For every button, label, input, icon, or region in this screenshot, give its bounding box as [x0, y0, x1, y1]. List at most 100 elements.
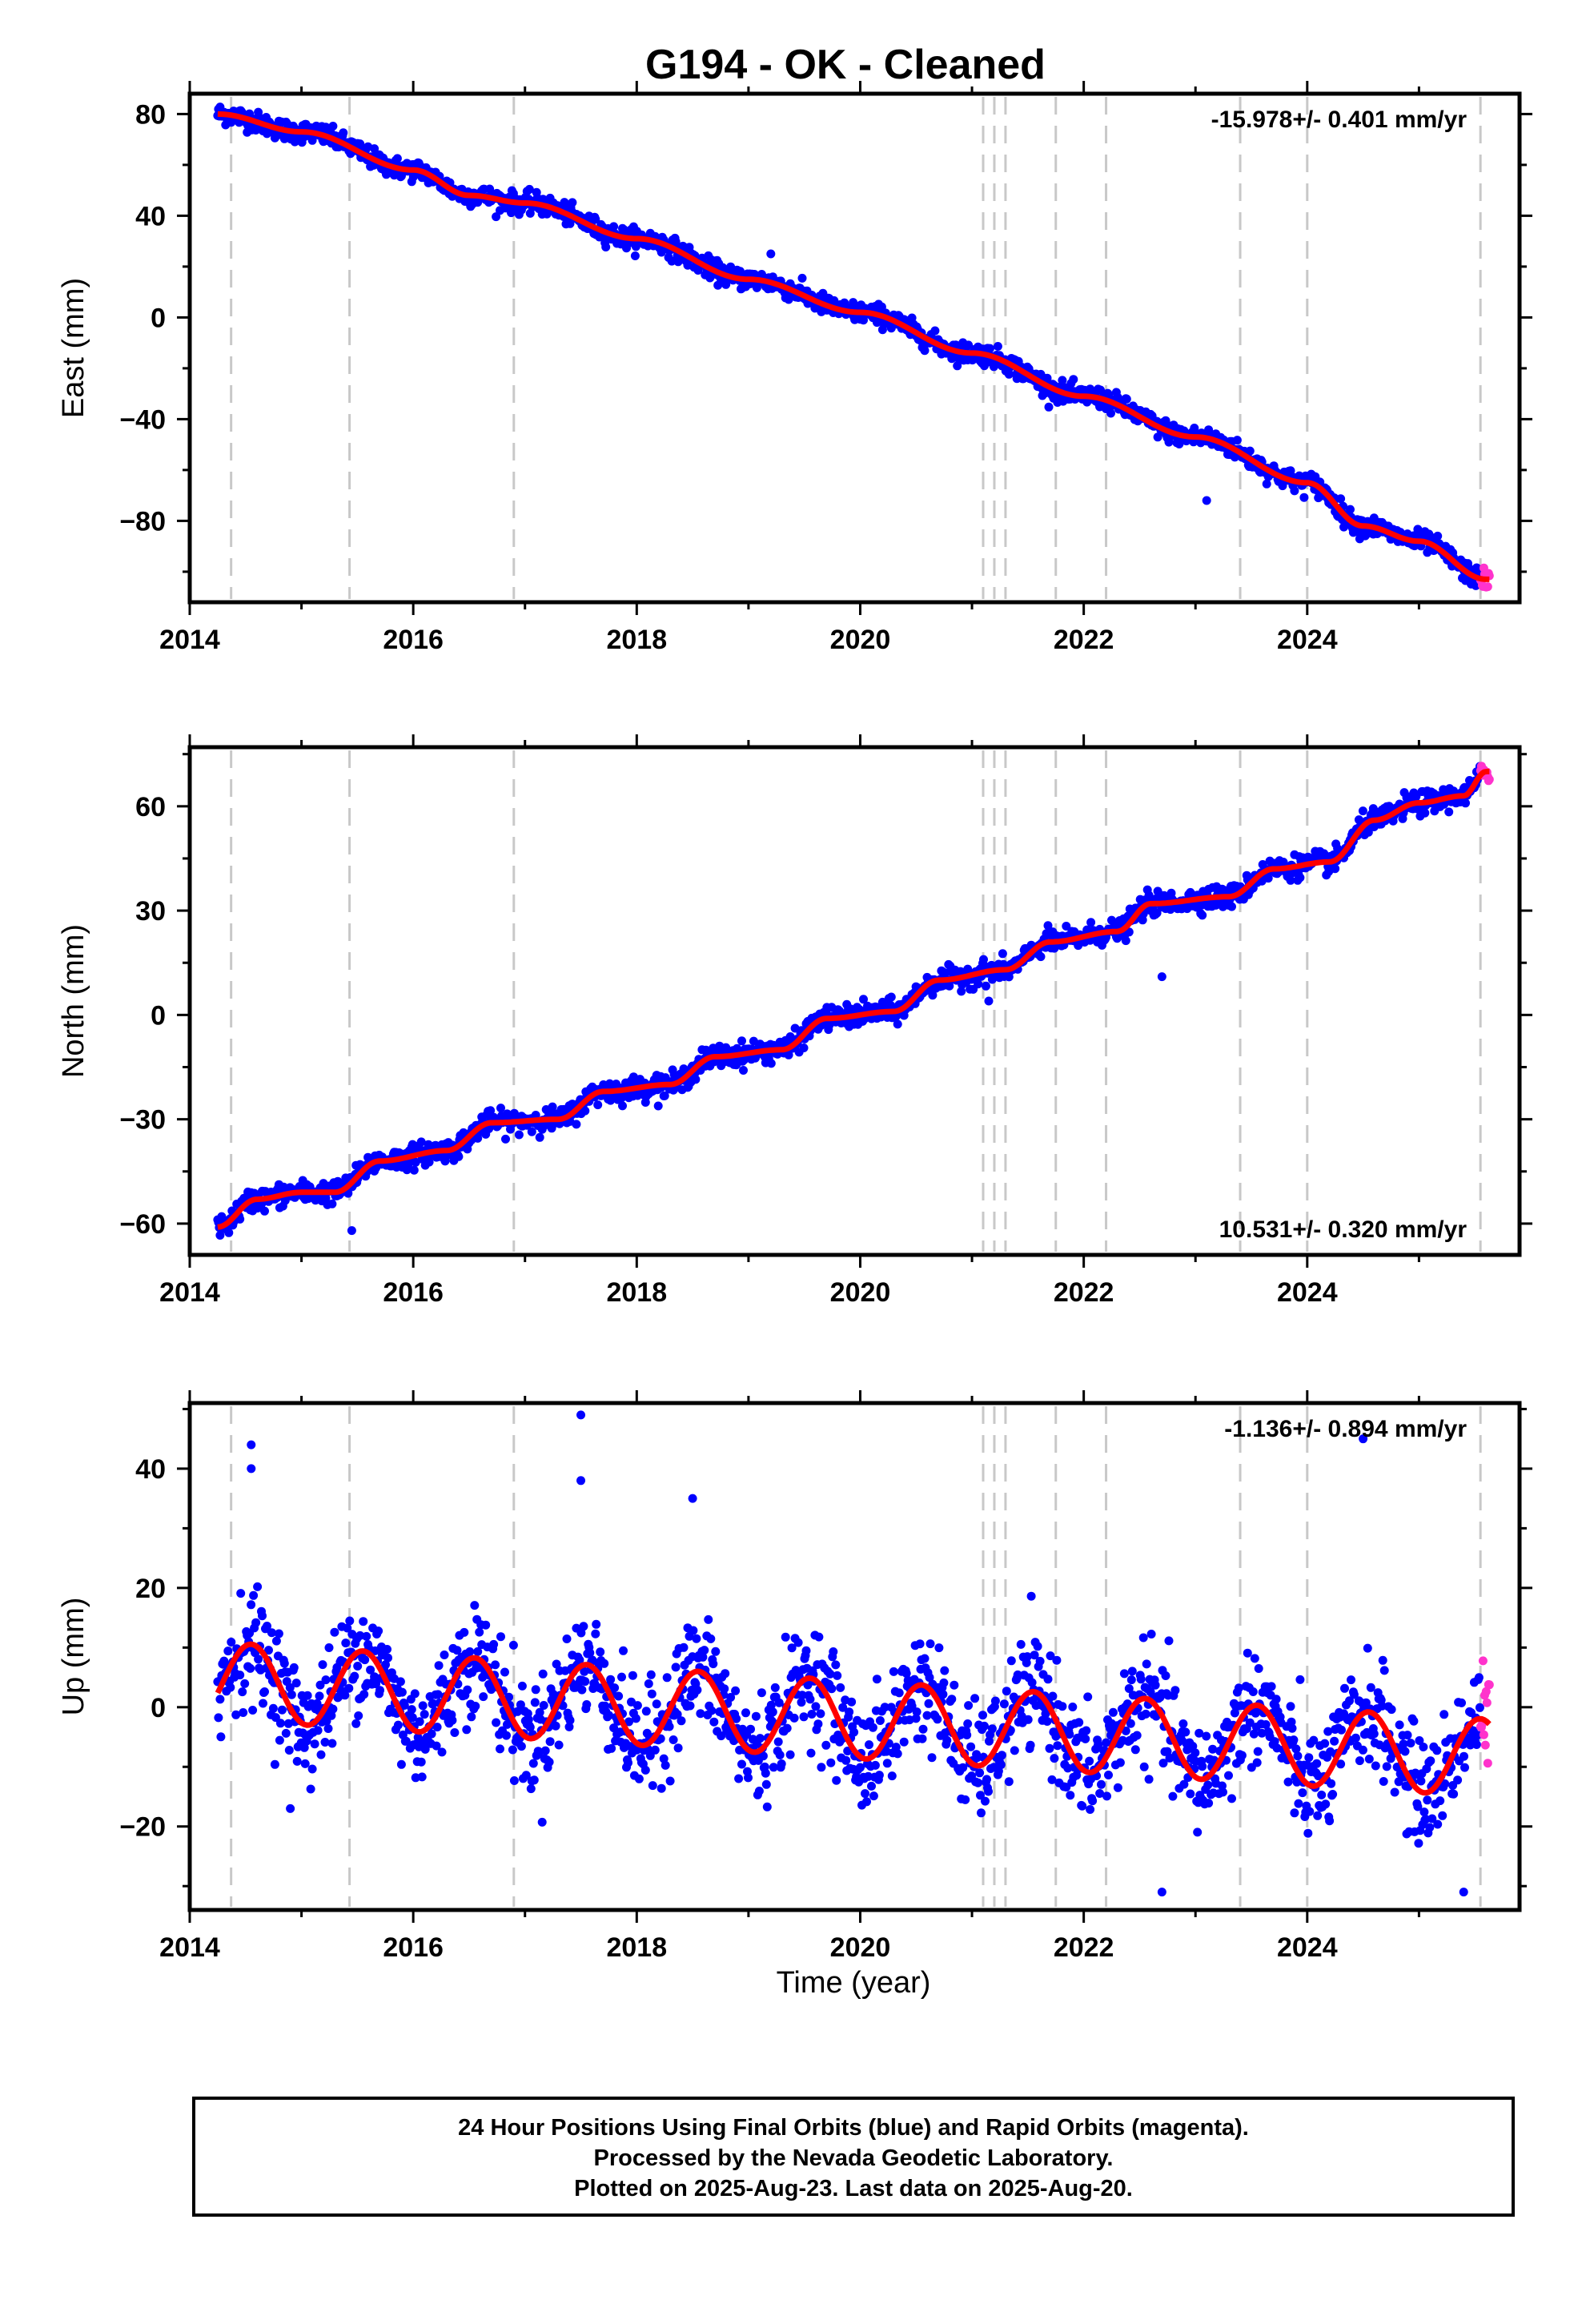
velocity-label: -15.978+/- 0.401 mm/yr — [1211, 107, 1468, 133]
final-orbit-point — [1293, 1751, 1303, 1761]
final-orbit-point — [307, 135, 317, 145]
final-orbit-point — [407, 1705, 416, 1715]
final-orbit-point — [1048, 1691, 1058, 1701]
final-orbit-point — [508, 1640, 518, 1650]
final-orbit-point — [596, 1647, 605, 1657]
final-orbit-point — [930, 326, 940, 336]
final-orbit-point — [1395, 1720, 1404, 1730]
final-orbit-point — [359, 1690, 369, 1699]
final-orbit-point — [1337, 1725, 1346, 1735]
final-orbit-point — [1053, 1741, 1062, 1751]
final-orbit-point — [496, 1632, 505, 1642]
final-orbit-point — [1379, 1777, 1388, 1786]
final-orbit-point — [867, 1781, 876, 1791]
final-orbit-point — [1325, 1816, 1335, 1826]
final-orbit-point — [582, 1700, 592, 1709]
y-tick-label: 0 — [151, 1000, 166, 1031]
final-orbit-point — [1130, 1745, 1140, 1755]
final-orbit-point — [437, 1747, 447, 1757]
final-orbit-point — [720, 1684, 729, 1694]
final-orbit-point — [1295, 873, 1305, 883]
final-orbit-point — [998, 949, 1007, 959]
final-orbit-point — [530, 1698, 540, 1707]
final-orbit-point — [893, 1019, 902, 1029]
final-orbit-point — [1164, 1636, 1174, 1646]
final-orbit-point — [1340, 1683, 1349, 1693]
final-orbit-point — [981, 1796, 990, 1806]
final-orbit-point — [1050, 1754, 1059, 1763]
final-orbit-point — [610, 1683, 620, 1693]
final-orbit-point — [1271, 1695, 1281, 1704]
final-orbit-point — [631, 1714, 640, 1723]
final-orbit-point — [1202, 1731, 1211, 1741]
final-orbit-point — [1042, 1717, 1052, 1726]
final-orbit-point — [1104, 1771, 1113, 1779]
final-orbit-point — [1178, 1719, 1188, 1728]
final-orbit-point — [920, 346, 930, 356]
final-orbit-point — [475, 1627, 484, 1637]
final-orbit-point — [1419, 1743, 1428, 1751]
final-orbit-point — [669, 1735, 678, 1744]
final-orbit-point — [316, 1750, 326, 1759]
final-orbit-point — [514, 1130, 524, 1140]
final-orbit-point — [253, 1582, 263, 1591]
outlier-point — [688, 1494, 697, 1503]
final-orbit-point — [847, 1697, 857, 1707]
final-orbit-point — [1460, 1751, 1468, 1761]
final-orbit-point — [920, 1654, 930, 1663]
final-orbit-point — [874, 1771, 884, 1780]
outlier-point — [766, 249, 776, 259]
final-orbit-point — [600, 1659, 609, 1668]
final-orbit-point — [1237, 1751, 1247, 1760]
y-tick-label: −40 — [119, 404, 166, 435]
final-orbit-point — [1108, 1707, 1118, 1717]
final-orbit-point — [470, 1601, 480, 1610]
final-orbit-point — [619, 1646, 628, 1655]
final-orbit-point — [707, 1706, 717, 1715]
final-orbit-point — [1004, 1777, 1014, 1787]
final-orbit-point — [327, 1739, 337, 1748]
final-orbit-point — [568, 198, 577, 207]
final-orbit-point — [1119, 1669, 1129, 1679]
final-orbit-point — [284, 1746, 294, 1755]
final-orbit-point — [734, 1774, 744, 1783]
final-orbit-point — [861, 1789, 869, 1799]
final-orbit-point — [1295, 1675, 1305, 1684]
final-orbit-point — [1433, 1819, 1443, 1829]
velocity-label: 10.531+/- 0.320 mm/yr — [1219, 1216, 1468, 1243]
final-orbit-point — [249, 1590, 259, 1600]
final-orbit-point — [987, 1724, 997, 1734]
final-orbit-point — [1078, 1801, 1087, 1811]
final-orbit-point — [653, 1101, 663, 1111]
time-series-figure: G194 - OK - Cleaned 2014 2016 2018 2020 2022… — [57, 42, 1532, 2000]
final-orbit-point — [662, 1673, 672, 1683]
final-orbit-point — [1366, 1683, 1375, 1692]
final-orbit-point — [644, 1679, 653, 1688]
final-orbit-point — [531, 1685, 540, 1695]
final-orbit-point — [849, 1727, 859, 1737]
final-orbit-point — [351, 1719, 361, 1728]
final-orbit-point — [641, 1707, 651, 1716]
final-orbit-point — [1086, 918, 1096, 927]
final-orbit-point — [1083, 1692, 1093, 1702]
final-orbit-point — [579, 1622, 588, 1631]
y-tick-label: −30 — [119, 1105, 166, 1136]
y-tick-label: 40 — [135, 201, 166, 231]
x-tick-label: 2022 — [1054, 625, 1114, 655]
final-orbit-point — [577, 1685, 587, 1695]
final-orbit-point — [1170, 1686, 1180, 1695]
final-orbit-point — [1122, 394, 1131, 404]
model-curve — [217, 768, 1490, 1230]
final-orbit-point — [344, 1683, 354, 1693]
final-orbit-point — [762, 1802, 772, 1811]
final-orbit-point — [1127, 1667, 1137, 1676]
final-orbit-point — [324, 1643, 334, 1652]
y-tick-label: 60 — [135, 792, 166, 822]
final-orbit-point — [1414, 1839, 1423, 1848]
final-orbit-point — [1190, 424, 1199, 432]
final-orbit-point — [1168, 1791, 1178, 1801]
final-orbit-point — [693, 1685, 702, 1695]
final-orbit-point — [677, 1716, 686, 1726]
final-orbit-point — [502, 1731, 511, 1740]
final-orbit-point — [751, 1711, 761, 1721]
